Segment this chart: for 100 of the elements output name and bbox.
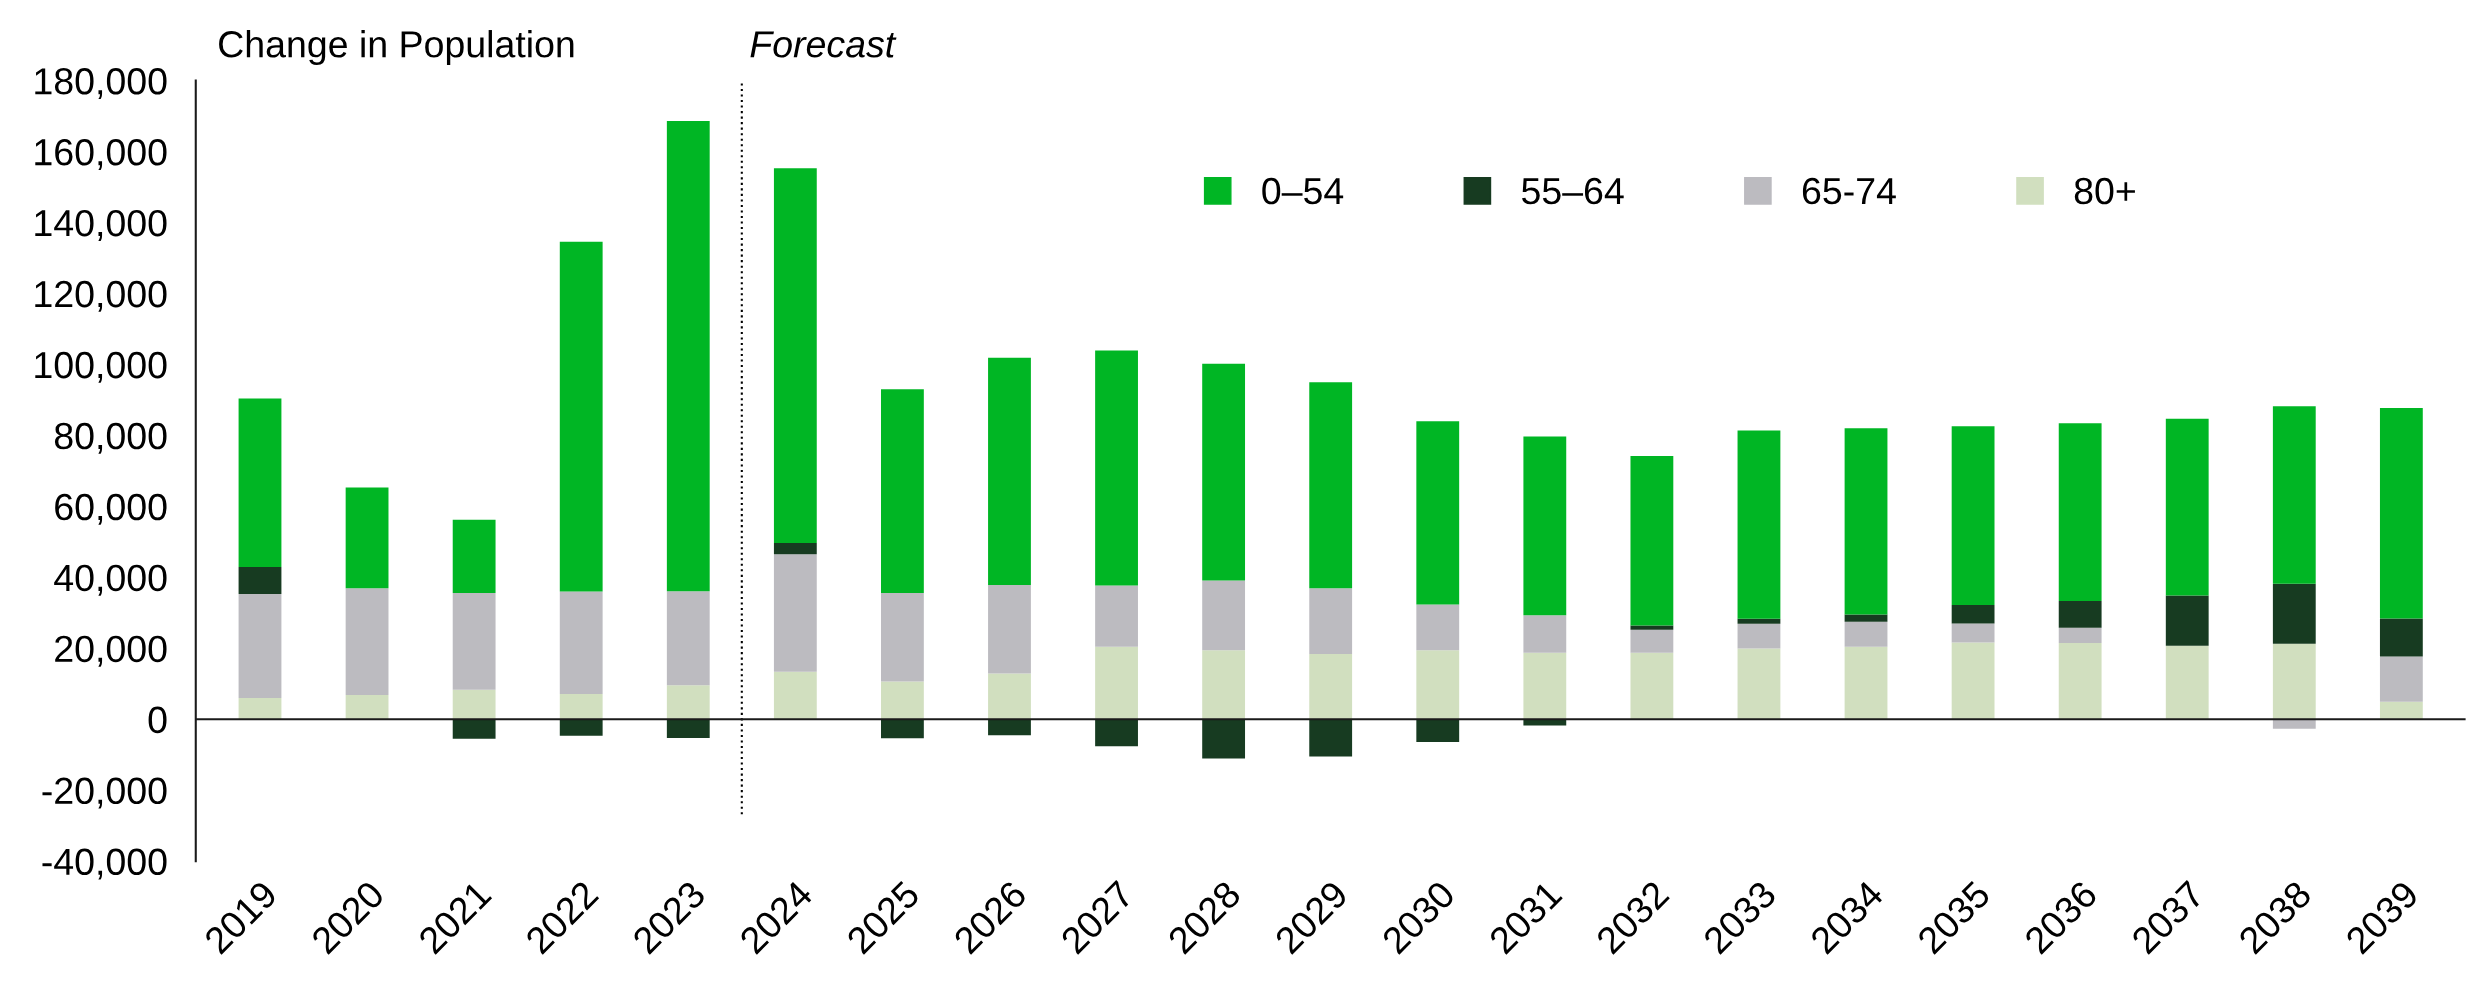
bar	[345, 487, 389, 589]
bar	[559, 694, 603, 720]
bar	[2165, 595, 2209, 646]
bar	[988, 585, 1031, 674]
bar	[452, 592, 496, 690]
bar	[1416, 604, 1460, 651]
bar	[988, 719, 1031, 736]
bar	[238, 593, 282, 698]
bar	[1523, 719, 1567, 726]
bar	[773, 168, 817, 543]
bar	[1202, 363, 1246, 581]
bar	[1630, 625, 1674, 630]
bar	[881, 592, 924, 682]
bar	[881, 389, 924, 593]
legend-label: 80+	[2074, 177, 2135, 205]
bar	[2272, 406, 2316, 584]
bar	[2058, 642, 2102, 720]
legend-label: 0–54	[1262, 177, 1344, 205]
bar	[2058, 627, 2102, 643]
ref-line-label: Forecast	[750, 31, 897, 58]
bar	[1095, 719, 1138, 747]
y-tick-label: 80,000	[54, 422, 167, 454]
bar	[1416, 719, 1460, 742]
bar	[452, 719, 496, 739]
bar	[1095, 646, 1138, 720]
bar	[2165, 418, 2209, 596]
bar	[773, 671, 817, 720]
bar	[1737, 430, 1781, 619]
bar	[1630, 652, 1674, 720]
bar	[1416, 650, 1460, 720]
bar	[666, 591, 710, 686]
bar	[2379, 408, 2423, 619]
bar	[2272, 583, 2316, 644]
bar	[988, 357, 1031, 586]
bar	[1202, 650, 1246, 720]
bar	[1737, 618, 1781, 624]
bar	[1095, 585, 1138, 647]
bar	[2272, 719, 2316, 729]
bar	[1844, 614, 1888, 622]
y-tick-label: 140,000	[35, 209, 167, 241]
bar	[1095, 350, 1138, 586]
bar	[2272, 643, 2316, 720]
bar	[2058, 601, 2102, 628]
bar	[1951, 623, 1995, 643]
y-tick-label: -20,000	[42, 777, 167, 809]
bar	[2379, 656, 2423, 702]
bar	[881, 681, 924, 720]
bar	[2165, 645, 2209, 720]
bar	[2379, 701, 2423, 720]
bar	[773, 542, 817, 555]
y-tick-label: 120,000	[35, 280, 167, 312]
bar	[1844, 621, 1888, 647]
y-tick-label: 180,000	[35, 68, 167, 99]
y-tick-label: 20,000	[55, 635, 167, 667]
bar	[1202, 719, 1246, 759]
y-tick-label: 60,000	[55, 493, 167, 525]
y-tick-label: 160,000	[35, 138, 167, 170]
chart-title: Change in Population	[219, 30, 574, 65]
y-tick-label: 0	[148, 706, 167, 734]
bar	[1416, 421, 1460, 605]
bar	[559, 719, 603, 736]
bar	[1523, 652, 1567, 720]
bar	[1737, 648, 1781, 720]
bar	[1630, 629, 1674, 653]
bar	[1202, 580, 1246, 651]
bar	[988, 673, 1031, 720]
bar	[238, 398, 282, 567]
bar	[1951, 426, 1995, 605]
y-tick-label: 100,000	[35, 351, 167, 383]
legend-label: 55–64	[1522, 177, 1624, 205]
bar	[1844, 646, 1888, 720]
bar	[1951, 604, 1995, 624]
bar	[1630, 455, 1674, 626]
bar	[1951, 642, 1995, 720]
bar	[559, 241, 603, 592]
bar	[773, 554, 817, 672]
bar	[881, 719, 924, 739]
bar	[452, 519, 496, 593]
y-tick-label: -40,000	[42, 848, 167, 880]
bar	[1309, 719, 1353, 757]
y-tick-label: 40,000	[54, 564, 167, 596]
bar	[1523, 436, 1567, 616]
bar	[559, 591, 603, 695]
bar	[1523, 615, 1567, 653]
bar	[666, 685, 710, 720]
bar	[1309, 382, 1353, 589]
bar	[666, 121, 710, 592]
bar	[1844, 428, 1888, 615]
legend-label: 65-74	[1802, 177, 1896, 205]
bar	[2058, 423, 2102, 602]
bar	[345, 695, 389, 720]
bar	[238, 697, 282, 720]
bar	[345, 588, 389, 696]
bar	[1309, 653, 1353, 720]
bar	[2379, 618, 2423, 657]
bar	[666, 719, 710, 738]
bar	[1309, 588, 1353, 654]
bar	[238, 567, 282, 594]
bar	[1737, 623, 1781, 649]
bar	[452, 689, 496, 720]
